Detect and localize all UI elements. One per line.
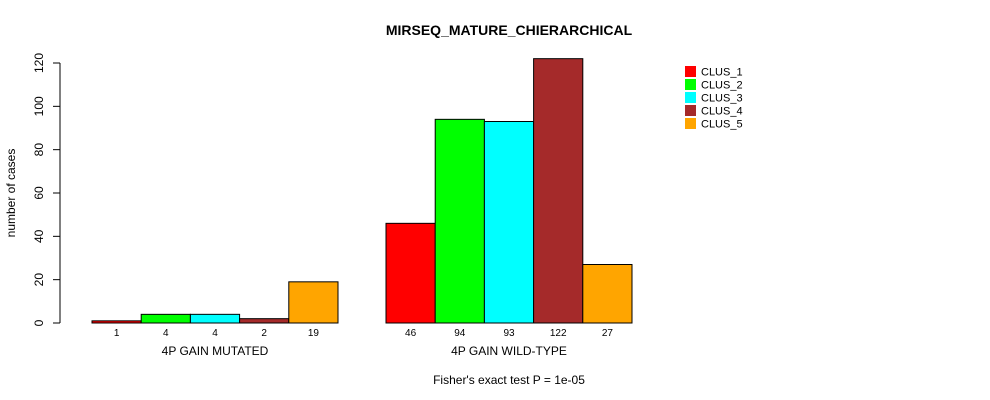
y-tick-label: 120 bbox=[32, 53, 46, 73]
legend-swatch bbox=[685, 105, 696, 116]
fisher-test-footnote: Fisher's exact test P = 1e-05 bbox=[433, 373, 585, 387]
legend-label: CLUS_3 bbox=[701, 93, 743, 105]
bar-clus-2-group-2 bbox=[434, 118, 485, 324]
bar-clus-5-group-2 bbox=[582, 264, 633, 324]
bar-count-label: 4 bbox=[163, 328, 169, 339]
bar-count-label: 122 bbox=[550, 328, 567, 339]
bar-count-label: 93 bbox=[503, 328, 515, 339]
y-tick-label: 80 bbox=[32, 143, 46, 157]
legend-label: CLUS_4 bbox=[701, 106, 743, 118]
bar-count-label: 19 bbox=[308, 328, 320, 339]
legend-label: CLUS_1 bbox=[701, 67, 743, 79]
group-label: 4P GAIN WILD-TYPE bbox=[451, 344, 567, 358]
bar-count-label: 94 bbox=[454, 328, 466, 339]
bar-count-label: 46 bbox=[405, 328, 417, 339]
chart-title: MIRSEQ_MATURE_CHIERARCHICAL bbox=[386, 22, 633, 38]
legend-swatch bbox=[685, 92, 696, 103]
legend-label: CLUS_2 bbox=[701, 80, 743, 92]
bar-count-label: 2 bbox=[261, 328, 267, 339]
bar-clus-5-group-1 bbox=[288, 281, 339, 324]
legend-label: CLUS_5 bbox=[701, 119, 743, 131]
count-labels: 1 4 4 2 19 46 94 93 122 27 bbox=[114, 328, 614, 339]
group-label: 4P GAIN MUTATED bbox=[162, 344, 269, 358]
y-axis-label: number of cases bbox=[4, 149, 18, 238]
bar-count-label: 4 bbox=[212, 328, 218, 339]
bar-clus-2-group-1 bbox=[140, 313, 191, 324]
bar-count-label: 1 bbox=[114, 328, 120, 339]
y-tick-label: 40 bbox=[32, 229, 46, 243]
bar-clus-3-group-2 bbox=[483, 121, 535, 324]
bar-count-label: 27 bbox=[602, 328, 614, 339]
legend-swatch bbox=[685, 118, 696, 129]
y-tick-label: 100 bbox=[32, 96, 46, 116]
bars bbox=[91, 58, 633, 324]
y-tick-label: 20 bbox=[32, 273, 46, 287]
bar-clus-4-group-1 bbox=[239, 318, 290, 324]
group-labels: 4P GAIN MUTATED 4P GAIN WILD-TYPE bbox=[162, 344, 567, 358]
bar-clus-1-group-1 bbox=[91, 320, 142, 324]
y-tick-label: 60 bbox=[32, 186, 46, 200]
y-axis: 0 20 40 60 80 100 120 bbox=[32, 53, 61, 326]
y-tick-label: 0 bbox=[32, 319, 46, 326]
bar-clus-3-group-1 bbox=[189, 313, 241, 324]
bar-clus-4-group-2 bbox=[533, 58, 584, 324]
legend-swatch bbox=[685, 79, 696, 90]
bar-clus-1-group-2 bbox=[385, 222, 436, 324]
legend-swatch bbox=[685, 66, 696, 77]
